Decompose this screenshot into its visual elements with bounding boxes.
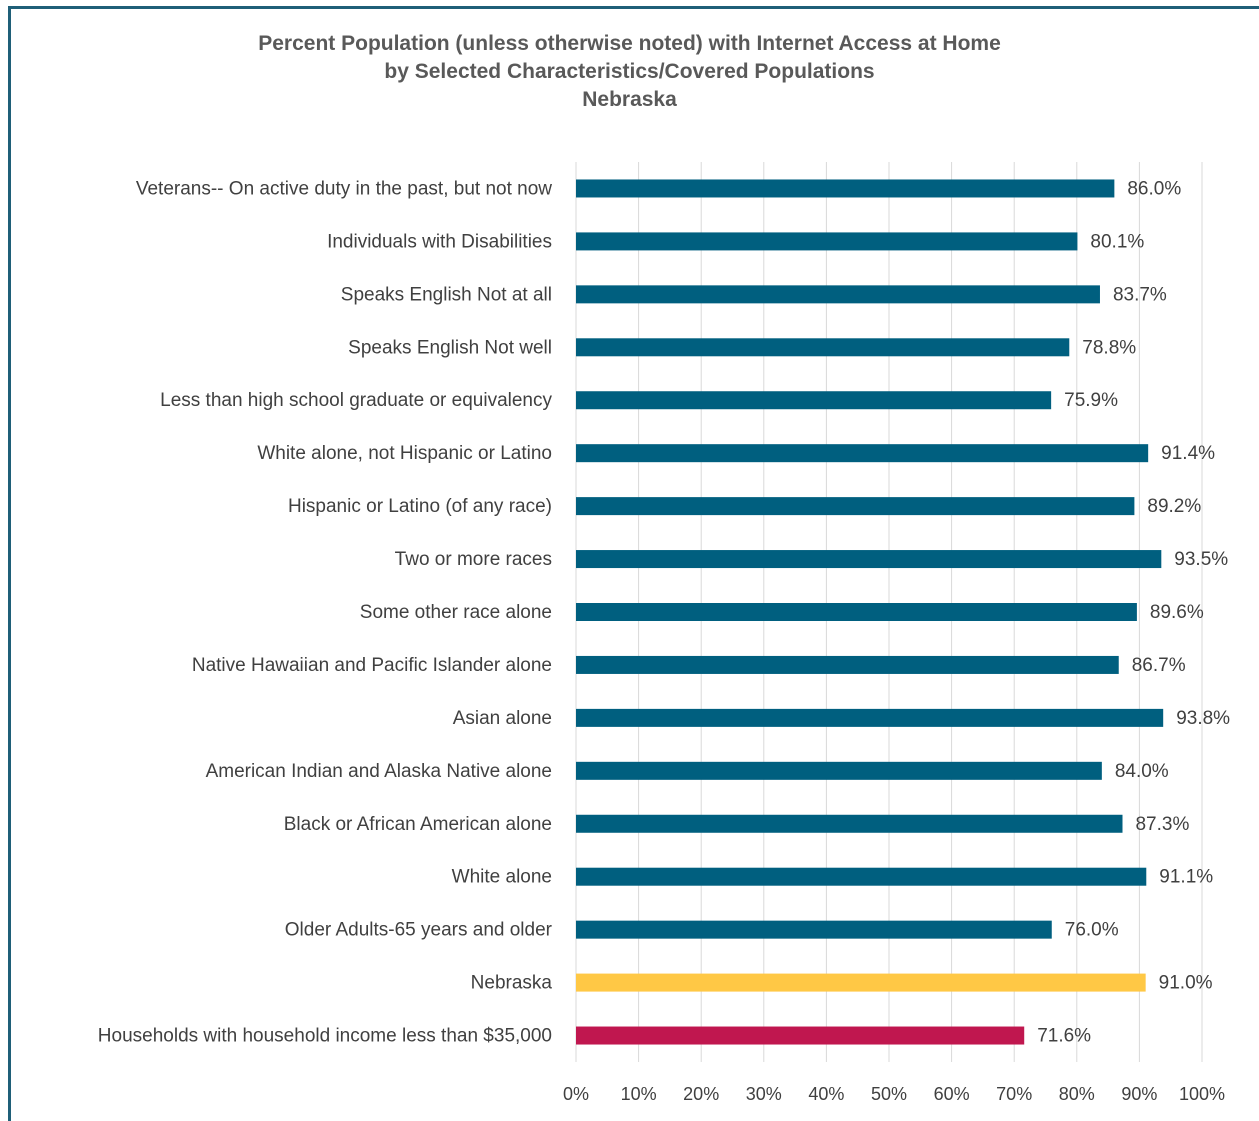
bar-14 xyxy=(576,920,1052,939)
data-label-13: 91.1% xyxy=(1159,867,1213,888)
data-label-7: 93.5% xyxy=(1174,549,1228,570)
bar-13 xyxy=(576,867,1147,886)
bar-1 xyxy=(576,232,1078,251)
data-label-8: 89.6% xyxy=(1150,602,1204,623)
data-label-16: 71.6% xyxy=(1037,1026,1091,1047)
x-tick-label-10: 100% xyxy=(1179,1084,1225,1104)
chart-title-line-1: Percent Population (unless otherwise not… xyxy=(258,32,1001,55)
data-label-10: 93.8% xyxy=(1176,708,1230,729)
data-label-3: 78.8% xyxy=(1082,337,1136,358)
chart-frame xyxy=(8,6,1259,1121)
category-label-0: Veterans-- On active duty in the past, b… xyxy=(136,178,552,199)
bar-2 xyxy=(576,285,1100,304)
bar-11 xyxy=(576,761,1102,780)
data-label-0: 86.0% xyxy=(1127,178,1181,199)
bar-3 xyxy=(576,338,1070,357)
x-tick-label-4: 40% xyxy=(808,1084,844,1104)
category-label-8: Some other race alone xyxy=(360,602,552,623)
category-label-3: Speaks English Not well xyxy=(348,337,552,358)
bar-9 xyxy=(576,655,1119,674)
category-label-12: Black or African American alone xyxy=(284,814,552,835)
x-tick-label-6: 60% xyxy=(934,1084,970,1104)
x-tick-label-3: 30% xyxy=(746,1084,782,1104)
category-label-16: Households with household income less th… xyxy=(98,1026,552,1047)
bar-12 xyxy=(576,814,1123,833)
x-tick-label-7: 70% xyxy=(996,1084,1032,1104)
data-label-4: 75.9% xyxy=(1064,390,1118,411)
category-label-9: Native Hawaiian and Pacific Islander alo… xyxy=(192,655,552,676)
data-label-5: 91.4% xyxy=(1161,443,1215,464)
category-label-7: Two or more races xyxy=(395,549,552,570)
data-label-2: 83.7% xyxy=(1113,284,1167,305)
x-tick-label-9: 90% xyxy=(1121,1084,1157,1104)
bar-15 xyxy=(576,973,1146,992)
x-tick-label-5: 50% xyxy=(871,1084,907,1104)
data-label-1: 80.1% xyxy=(1090,231,1144,252)
bar-6 xyxy=(576,497,1135,516)
category-label-1: Individuals with Disabilities xyxy=(327,231,552,252)
bar-4 xyxy=(576,391,1052,410)
bar-5 xyxy=(576,444,1149,463)
chart-title: Percent Population (unless otherwise not… xyxy=(0,30,1259,114)
category-label-6: Hispanic or Latino (of any race) xyxy=(288,496,552,517)
bar-7 xyxy=(576,550,1162,569)
data-label-6: 89.2% xyxy=(1147,496,1201,517)
x-tick-label-1: 10% xyxy=(621,1084,657,1104)
bar-16 xyxy=(576,1026,1025,1045)
chart-title-line-2: by Selected Characteristics/Covered Popu… xyxy=(384,60,875,83)
category-label-5: White alone, not Hispanic or Latino xyxy=(257,443,552,464)
category-label-2: Speaks English Not at all xyxy=(341,284,552,305)
data-label-15: 91.0% xyxy=(1159,973,1213,994)
bar-0 xyxy=(576,179,1115,198)
x-tick-label-8: 80% xyxy=(1059,1084,1095,1104)
category-label-11: American Indian and Alaska Native alone xyxy=(206,761,552,782)
category-label-14: Older Adults-65 years and older xyxy=(285,920,553,941)
data-label-14: 76.0% xyxy=(1065,920,1119,941)
bar-8 xyxy=(576,603,1137,621)
data-label-11: 84.0% xyxy=(1115,761,1169,782)
category-label-10: Asian alone xyxy=(453,708,552,729)
x-tick-label-0: 0% xyxy=(563,1084,589,1104)
category-label-13: White alone xyxy=(452,867,552,888)
data-label-9: 86.7% xyxy=(1132,655,1186,676)
chart-title-line-3: Nebraska xyxy=(582,88,677,111)
category-label-15: Nebraska xyxy=(471,973,553,994)
x-tick-label-2: 20% xyxy=(683,1084,719,1104)
bar-10 xyxy=(576,708,1164,727)
category-label-4: Less than high school graduate or equiva… xyxy=(160,390,552,411)
data-label-12: 87.3% xyxy=(1135,814,1189,835)
